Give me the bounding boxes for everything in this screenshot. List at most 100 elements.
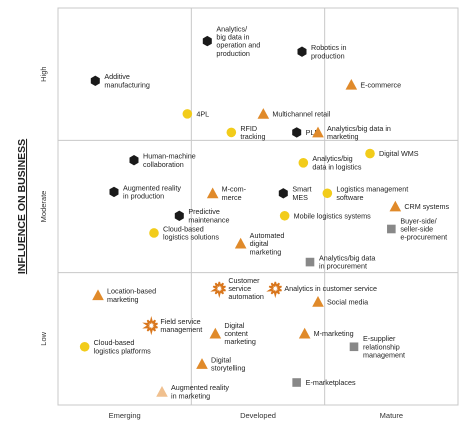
point-label: Predictive maintenance: [188, 207, 229, 224]
circle-marker: [365, 148, 375, 159]
data-point: Smart MES: [278, 185, 312, 202]
point-label: Field service management: [160, 317, 202, 334]
y-tick-label: Moderate: [39, 191, 48, 223]
data-point: Location-based marketing: [92, 287, 156, 304]
hexagon-marker: [90, 75, 100, 86]
hexagon-marker: [202, 35, 212, 47]
triangle-marker: [345, 78, 358, 90]
data-point: Augmented reality in marketing: [156, 383, 229, 400]
data-point: Digital content marketing: [209, 321, 256, 346]
point-label: Cloud-based logistics platforms: [94, 338, 152, 355]
y-axis-label: INFLUENCE ON BUSINESS: [16, 139, 28, 274]
point-label: Analytics/big data in procurement: [319, 254, 375, 271]
square-marker: [387, 224, 396, 234]
point-label: Human-machine collaboration: [143, 152, 196, 169]
axis-tick-labels: Emerging Developed Mature High Moderate Low: [39, 66, 403, 420]
triangle-marker: [196, 358, 208, 369]
data-point: M-marketing: [298, 327, 354, 339]
data-point: E-commerce: [345, 78, 401, 90]
square-marker: [349, 342, 359, 352]
data-point: E-marketplaces: [292, 378, 356, 387]
point-label: M-marketing: [314, 329, 354, 338]
data-point: Human-machine collaboration: [129, 152, 196, 169]
triangle-marker: [206, 187, 219, 199]
data-point: Cloud-based logistics platforms: [79, 338, 152, 355]
triangle-marker: [209, 327, 222, 339]
triangle-marker: [257, 108, 270, 119]
data-point: Augmented reality in production: [109, 183, 181, 201]
point-label: Analytics/big data in operation and produc…: [216, 24, 260, 58]
point-label: Augmented reality in marketing: [171, 383, 229, 400]
plot-frame: [57, 7, 459, 406]
point-label: E-supplier relationship management: [363, 334, 405, 359]
point-label: Robotics in production: [311, 43, 347, 60]
data-point: Robotics in production: [297, 43, 347, 60]
point-label: RFID tracking: [240, 124, 265, 141]
triangle-marker: [92, 289, 104, 301]
point-label: Location-based marketing: [107, 287, 156, 304]
data-point: Automated digital marketing: [234, 231, 284, 256]
y-tick-label: Low: [39, 331, 48, 345]
circle-marker: [298, 158, 309, 168]
triangle-marker: [312, 126, 324, 138]
circle-marker: [79, 341, 90, 352]
point-label: Digital WMS: [379, 149, 419, 158]
data-point: Logistics management software: [322, 185, 408, 202]
point-label: 4PL: [196, 109, 209, 118]
circle-marker: [322, 188, 333, 199]
point-label: Augmented reality in production: [123, 183, 181, 200]
data-point: Analytics/big data in marketing: [312, 124, 391, 141]
x-tick-label: Mature: [380, 411, 403, 420]
hexagon-marker: [297, 46, 307, 57]
data-point: Additive manufacturing: [90, 72, 150, 89]
data-point: Buyer-side/seller-side e-procurement: [387, 216, 447, 242]
triangle-marker: [234, 237, 247, 249]
data-point: 4PL: [182, 109, 209, 119]
data-point: Social media: [312, 295, 368, 307]
data-point: Analytics/big data in operation and produc…: [202, 24, 260, 58]
data-point: Mobile logistics systems: [279, 210, 371, 221]
triangle-marker: [298, 327, 311, 339]
hexagon-marker: [278, 188, 288, 199]
point-label: Smart MES: [292, 185, 311, 202]
x-tick-label: Developed: [240, 411, 276, 420]
point-label: Additive manufacturing: [104, 72, 150, 89]
data-point: Predictive maintenance: [174, 207, 229, 224]
data-point: CRM systems: [389, 200, 449, 212]
point-label: PLM: [306, 128, 321, 137]
point-label: CRM systems: [404, 202, 449, 211]
circle-marker: [226, 127, 237, 138]
point-label: Analytics in customer service: [284, 284, 377, 293]
point-label: Cloud-based logistics solutions: [163, 224, 219, 241]
star-marker: [210, 281, 226, 299]
point-label: Analytics/big data in marketing: [327, 124, 391, 141]
point-label: Logistics management software: [336, 185, 408, 202]
data-point: Customer service automation: [210, 276, 264, 301]
data-point: E-supplier relationship management: [349, 334, 405, 360]
data-point: RFID tracking: [226, 124, 266, 141]
point-label: Multichannel retail: [272, 109, 330, 118]
point-label: Digital storytelling: [211, 355, 245, 372]
data-point: Analytics/big data in procurement: [305, 254, 375, 271]
triangle-marker: [312, 295, 324, 307]
data-point: Digital storytelling: [196, 355, 245, 373]
point-label: Customer service automation: [228, 276, 264, 301]
triangle-marker: [389, 200, 402, 212]
triangle_light-marker: [156, 385, 168, 397]
point-label: Mobile logistics systems: [294, 211, 371, 220]
data-point: Digital WMS: [365, 148, 419, 159]
chart-grid: [57, 7, 459, 406]
star-marker: [142, 315, 158, 336]
point-label: E-commerce: [360, 80, 401, 89]
star-marker: [266, 281, 282, 299]
point-label: Analytics/big data in logistics: [312, 154, 362, 171]
data-point: Multichannel retail: [257, 108, 331, 119]
chart-marks: Additive manufacturing Analytics/big data …: [79, 24, 449, 400]
x-tick-label: Emerging: [109, 411, 141, 420]
point-label: Buyer-side/seller-side e-procurement: [400, 216, 447, 241]
data-point: Cloud-based logistics solutions: [149, 224, 219, 242]
circle-marker: [279, 210, 290, 221]
circle-marker: [182, 109, 193, 119]
hexagon-marker: [109, 186, 119, 198]
